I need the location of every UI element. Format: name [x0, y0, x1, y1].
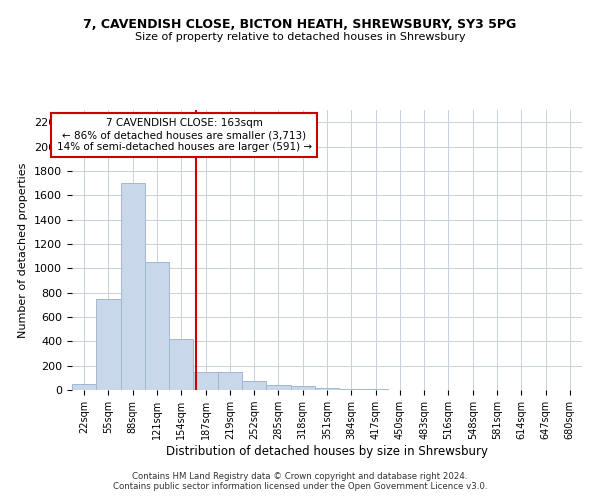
Bar	[72, 384, 96, 390]
Bar	[266, 385, 290, 390]
Bar	[290, 386, 315, 390]
Text: 7, CAVENDISH CLOSE, BICTON HEATH, SHREWSBURY, SY3 5PG: 7, CAVENDISH CLOSE, BICTON HEATH, SHREWS…	[83, 18, 517, 30]
Bar	[145, 262, 169, 390]
Bar	[96, 298, 121, 390]
X-axis label: Distribution of detached houses by size in Shrewsbury: Distribution of detached houses by size …	[166, 445, 488, 458]
Bar	[218, 372, 242, 390]
Text: Contains HM Land Registry data © Crown copyright and database right 2024.: Contains HM Land Registry data © Crown c…	[132, 472, 468, 481]
Y-axis label: Number of detached properties: Number of detached properties	[19, 162, 28, 338]
Text: 7 CAVENDISH CLOSE: 163sqm
← 86% of detached houses are smaller (3,713)
14% of se: 7 CAVENDISH CLOSE: 163sqm ← 86% of detac…	[56, 118, 312, 152]
Text: Contains public sector information licensed under the Open Government Licence v3: Contains public sector information licen…	[113, 482, 487, 491]
Bar	[242, 381, 266, 390]
Bar	[193, 372, 218, 390]
Bar	[339, 389, 364, 390]
Bar	[169, 339, 193, 390]
Bar	[121, 183, 145, 390]
Bar	[315, 388, 339, 390]
Text: Size of property relative to detached houses in Shrewsbury: Size of property relative to detached ho…	[134, 32, 466, 42]
